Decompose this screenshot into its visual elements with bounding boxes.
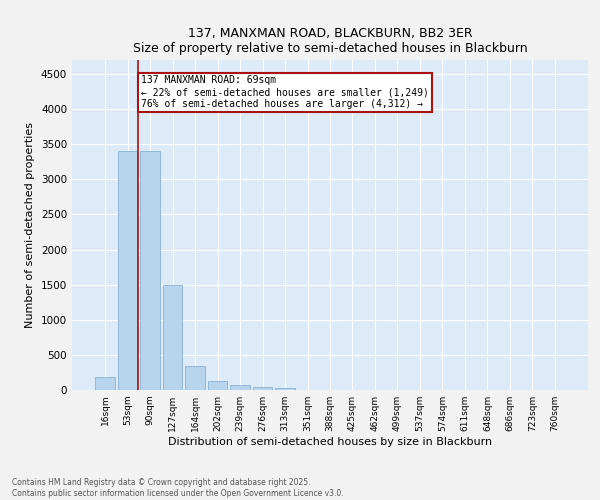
Bar xyxy=(253,387,272,390)
Text: 137 MANXMAN ROAD: 69sqm
← 22% of semi-detached houses are smaller (1,249)
76% of: 137 MANXMAN ROAD: 69sqm ← 22% of semi-de… xyxy=(141,76,429,108)
Text: Contains HM Land Registry data © Crown copyright and database right 2025.
Contai: Contains HM Land Registry data © Crown c… xyxy=(12,478,344,498)
Bar xyxy=(95,376,115,390)
Bar xyxy=(185,366,205,390)
Bar xyxy=(208,381,227,390)
Title: 137, MANXMAN ROAD, BLACKBURN, BB2 3ER
Size of property relative to semi-detached: 137, MANXMAN ROAD, BLACKBURN, BB2 3ER Si… xyxy=(133,26,527,54)
Bar xyxy=(118,152,137,390)
X-axis label: Distribution of semi-detached houses by size in Blackburn: Distribution of semi-detached houses by … xyxy=(168,437,492,447)
Bar xyxy=(230,385,250,390)
Bar xyxy=(140,152,160,390)
Bar xyxy=(275,388,295,390)
Bar xyxy=(163,284,182,390)
Y-axis label: Number of semi-detached properties: Number of semi-detached properties xyxy=(25,122,35,328)
